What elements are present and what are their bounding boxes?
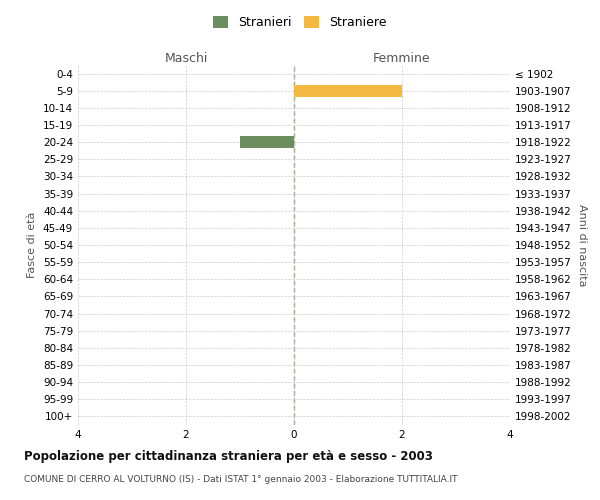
Legend: Stranieri, Straniere: Stranieri, Straniere <box>208 11 392 34</box>
Text: Maschi: Maschi <box>164 52 208 65</box>
Text: COMUNE DI CERRO AL VOLTURNO (IS) - Dati ISTAT 1° gennaio 2003 - Elaborazione TUT: COMUNE DI CERRO AL VOLTURNO (IS) - Dati … <box>24 475 458 484</box>
Y-axis label: Fasce di età: Fasce di età <box>28 212 37 278</box>
Text: Popolazione per cittadinanza straniera per età e sesso - 2003: Popolazione per cittadinanza straniera p… <box>24 450 433 463</box>
Text: Femmine: Femmine <box>373 52 431 65</box>
Y-axis label: Anni di nascita: Anni di nascita <box>577 204 587 286</box>
Bar <box>294 84 402 96</box>
Bar <box>240 136 294 148</box>
